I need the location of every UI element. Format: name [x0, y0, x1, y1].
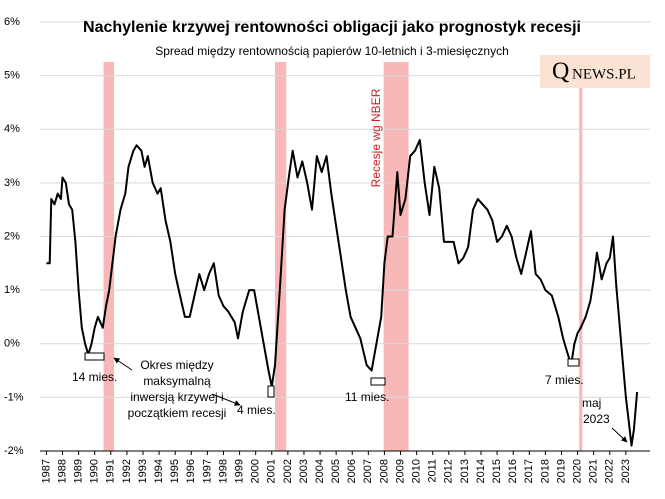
x-tick-label: 2017: [523, 459, 535, 483]
inversion-box: [567, 358, 580, 367]
x-tick-label: 1990: [89, 459, 101, 483]
annotations: 14 mies. Okres między maksymalną inwersj…: [72, 352, 628, 443]
x-tick-label: 2020: [571, 459, 583, 483]
annotation: inwersją krzywej i: [130, 390, 223, 404]
chart-title: Nachylenie krzywej rentowności obligacji…: [83, 19, 581, 36]
recession-band: [383, 62, 409, 451]
logo-box: [540, 55, 650, 88]
x-tick-label: 2008: [378, 459, 390, 483]
annotation: 4 mies.: [237, 403, 276, 417]
x-tick-label: 2021: [588, 459, 600, 483]
annotation: maj: [582, 396, 601, 410]
recession-band: [103, 62, 115, 451]
annotation: początkiem recesji: [128, 406, 227, 420]
x-tick-label: 1996: [185, 459, 197, 483]
logo-initial: Q: [552, 59, 569, 85]
x-tick-label: 2000: [250, 459, 262, 483]
x-tick-label: 2003: [298, 459, 310, 483]
x-tick-label: 2005: [330, 459, 342, 483]
x-tick-label: 2011: [427, 459, 439, 483]
x-tick-label: 2013: [459, 459, 471, 483]
x-tick-label: 2012: [443, 459, 455, 483]
y-tick-label: 3%: [4, 177, 20, 189]
y-tick-label: 1%: [4, 284, 20, 296]
shaded-label: Recesje wg NBER: [369, 88, 383, 187]
x-tick-label: 1993: [137, 459, 149, 483]
annotation: 14 mies.: [72, 370, 117, 384]
x-tick-label: 2014: [475, 459, 487, 483]
x-tick-label: 1999: [233, 459, 245, 483]
chart-subtitle: Spread między rentownością papierów 10-l…: [155, 44, 509, 58]
arrow: [113, 357, 133, 371]
x-tick-label: 2010: [411, 459, 423, 483]
x-tick-label: 1994: [153, 459, 165, 483]
x-tick-label: 2023: [620, 459, 632, 483]
arrow: [611, 427, 628, 443]
x-tick-label: 2015: [491, 459, 503, 483]
x-tick-label: 1987: [40, 459, 52, 483]
x-tick-label: 1998: [217, 459, 229, 483]
x-tick-label: 1989: [73, 459, 85, 483]
x-tick-label: 1988: [56, 459, 68, 483]
annotation: 2023: [583, 412, 610, 426]
annotation: 7 mies.: [545, 373, 584, 387]
x-tick-label: 2002: [282, 459, 294, 483]
x-tick-label: 2007: [362, 459, 374, 483]
annotation: 11 mies.: [345, 390, 389, 404]
x-tick-label: 1995: [169, 459, 181, 483]
arrow: [211, 393, 241, 406]
inversion-box: [84, 352, 105, 361]
x-tick-label: 2006: [346, 459, 358, 483]
y-tick-label: -1%: [4, 391, 24, 403]
x-tick-label: 2001: [266, 459, 278, 483]
y-tick-label: 2%: [4, 230, 20, 242]
series-line: [46, 139, 639, 447]
x-tick-label: 2019: [555, 459, 567, 483]
annotation: Okres między: [140, 358, 213, 372]
x-tick-label: 1992: [121, 459, 133, 483]
y-tick-label: 4%: [4, 123, 20, 135]
x-tick-label: 1997: [201, 459, 213, 483]
y-tick-label: 6%: [4, 16, 20, 28]
recession-band: [274, 62, 287, 451]
x-tick-label: 2004: [314, 459, 326, 483]
y-tick-label: 0%: [4, 338, 20, 350]
x-tick-label: 2022: [604, 459, 616, 483]
recession-band: [579, 62, 583, 451]
x-tick-label: 2009: [394, 459, 406, 483]
x-tick-label: 1991: [105, 459, 117, 483]
annotation: maksymalną: [143, 374, 211, 388]
y-tick-label: -2%: [4, 445, 24, 457]
y-tick-label: 5%: [4, 70, 20, 82]
inversion-box: [267, 385, 275, 398]
x-tick-label: 2018: [539, 459, 551, 483]
x-tick-label: 2016: [507, 459, 519, 483]
inversion-box: [370, 377, 386, 386]
logo-text: NEWS.PL: [572, 66, 636, 82]
